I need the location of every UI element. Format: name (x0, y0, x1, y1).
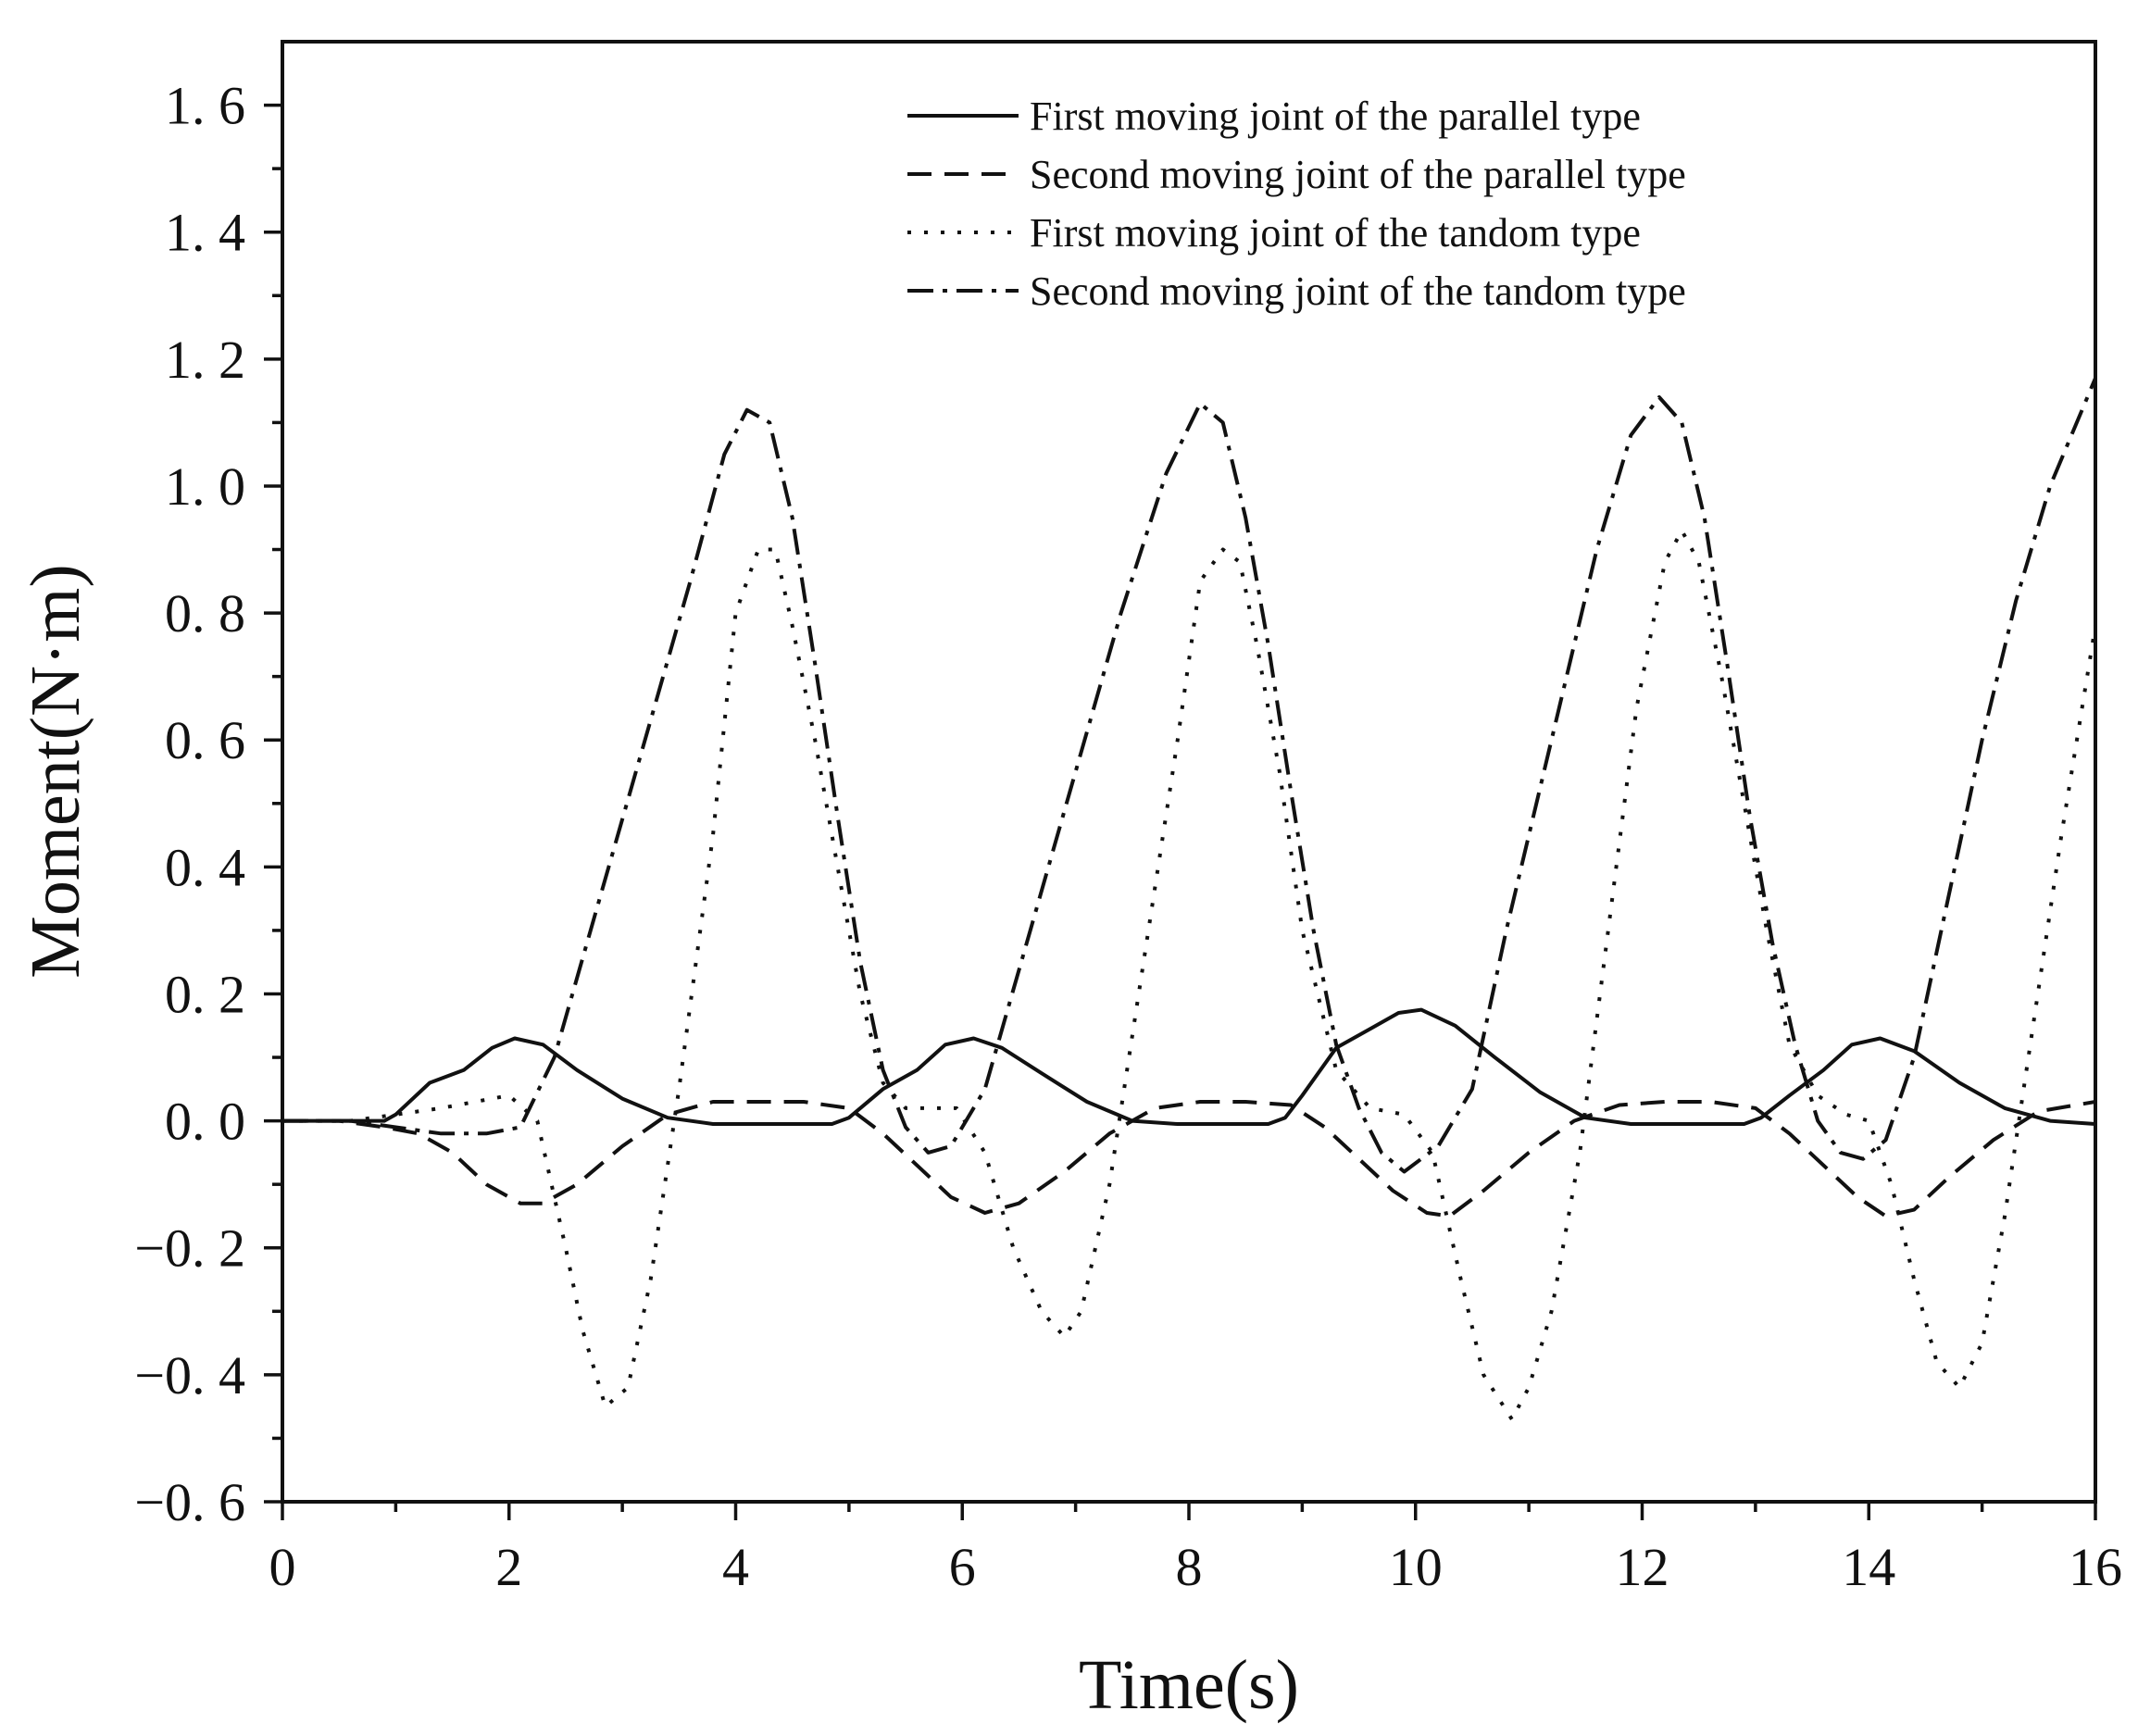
legend-label: First moving joint of the tandom type (1030, 210, 1641, 256)
legend-label: First moving joint of the parallel type (1030, 94, 1641, 139)
x-tick-label: 8 (1176, 1537, 1203, 1597)
y-tick-label: 1. 4 (165, 203, 245, 263)
x-tick-label: 14 (1842, 1537, 1895, 1597)
y-axis-title: Moment(N·m) (17, 564, 94, 978)
x-tick-label: 4 (722, 1537, 749, 1597)
y-tick-label: 0. 8 (165, 583, 245, 643)
y-tick-label: 0. 6 (165, 710, 245, 770)
x-tick-label: 6 (949, 1537, 976, 1597)
y-tick-label: 1. 0 (165, 456, 245, 517)
series-dashdot-line (282, 377, 2095, 1174)
series-dashed-line (282, 1100, 2095, 1218)
x-tick-label: 16 (2069, 1537, 2122, 1597)
legend: First moving joint of the parallel type S… (907, 94, 1686, 314)
y-tick-label: −0. 4 (134, 1345, 245, 1405)
y-tick-label: 1. 2 (165, 330, 245, 390)
x-tick-label: 2 (495, 1537, 522, 1597)
y-tick-label: 0. 0 (165, 1092, 245, 1152)
y-tick-label: 0. 4 (165, 837, 245, 897)
y-tick-label: −0. 2 (134, 1218, 245, 1279)
y-tick-label: 1. 6 (165, 76, 245, 136)
legend-label: Second moving joint of the parallel type (1030, 152, 1686, 197)
x-axis-title: Time(s) (1079, 1646, 1299, 1724)
y-tick-label: 0. 2 (165, 964, 245, 1024)
x-tick-label: 0 (269, 1537, 296, 1597)
series-solid-line (282, 1007, 2095, 1126)
series-dotted-line (282, 529, 2095, 1421)
x-tick-label: 10 (1389, 1537, 1443, 1597)
y-tick-label: −0. 6 (134, 1472, 245, 1532)
x-tick-label: 12 (1616, 1537, 1669, 1597)
legend-label: Second moving joint of the tandom type (1030, 269, 1686, 314)
plot-frame (281, 40, 2097, 1504)
